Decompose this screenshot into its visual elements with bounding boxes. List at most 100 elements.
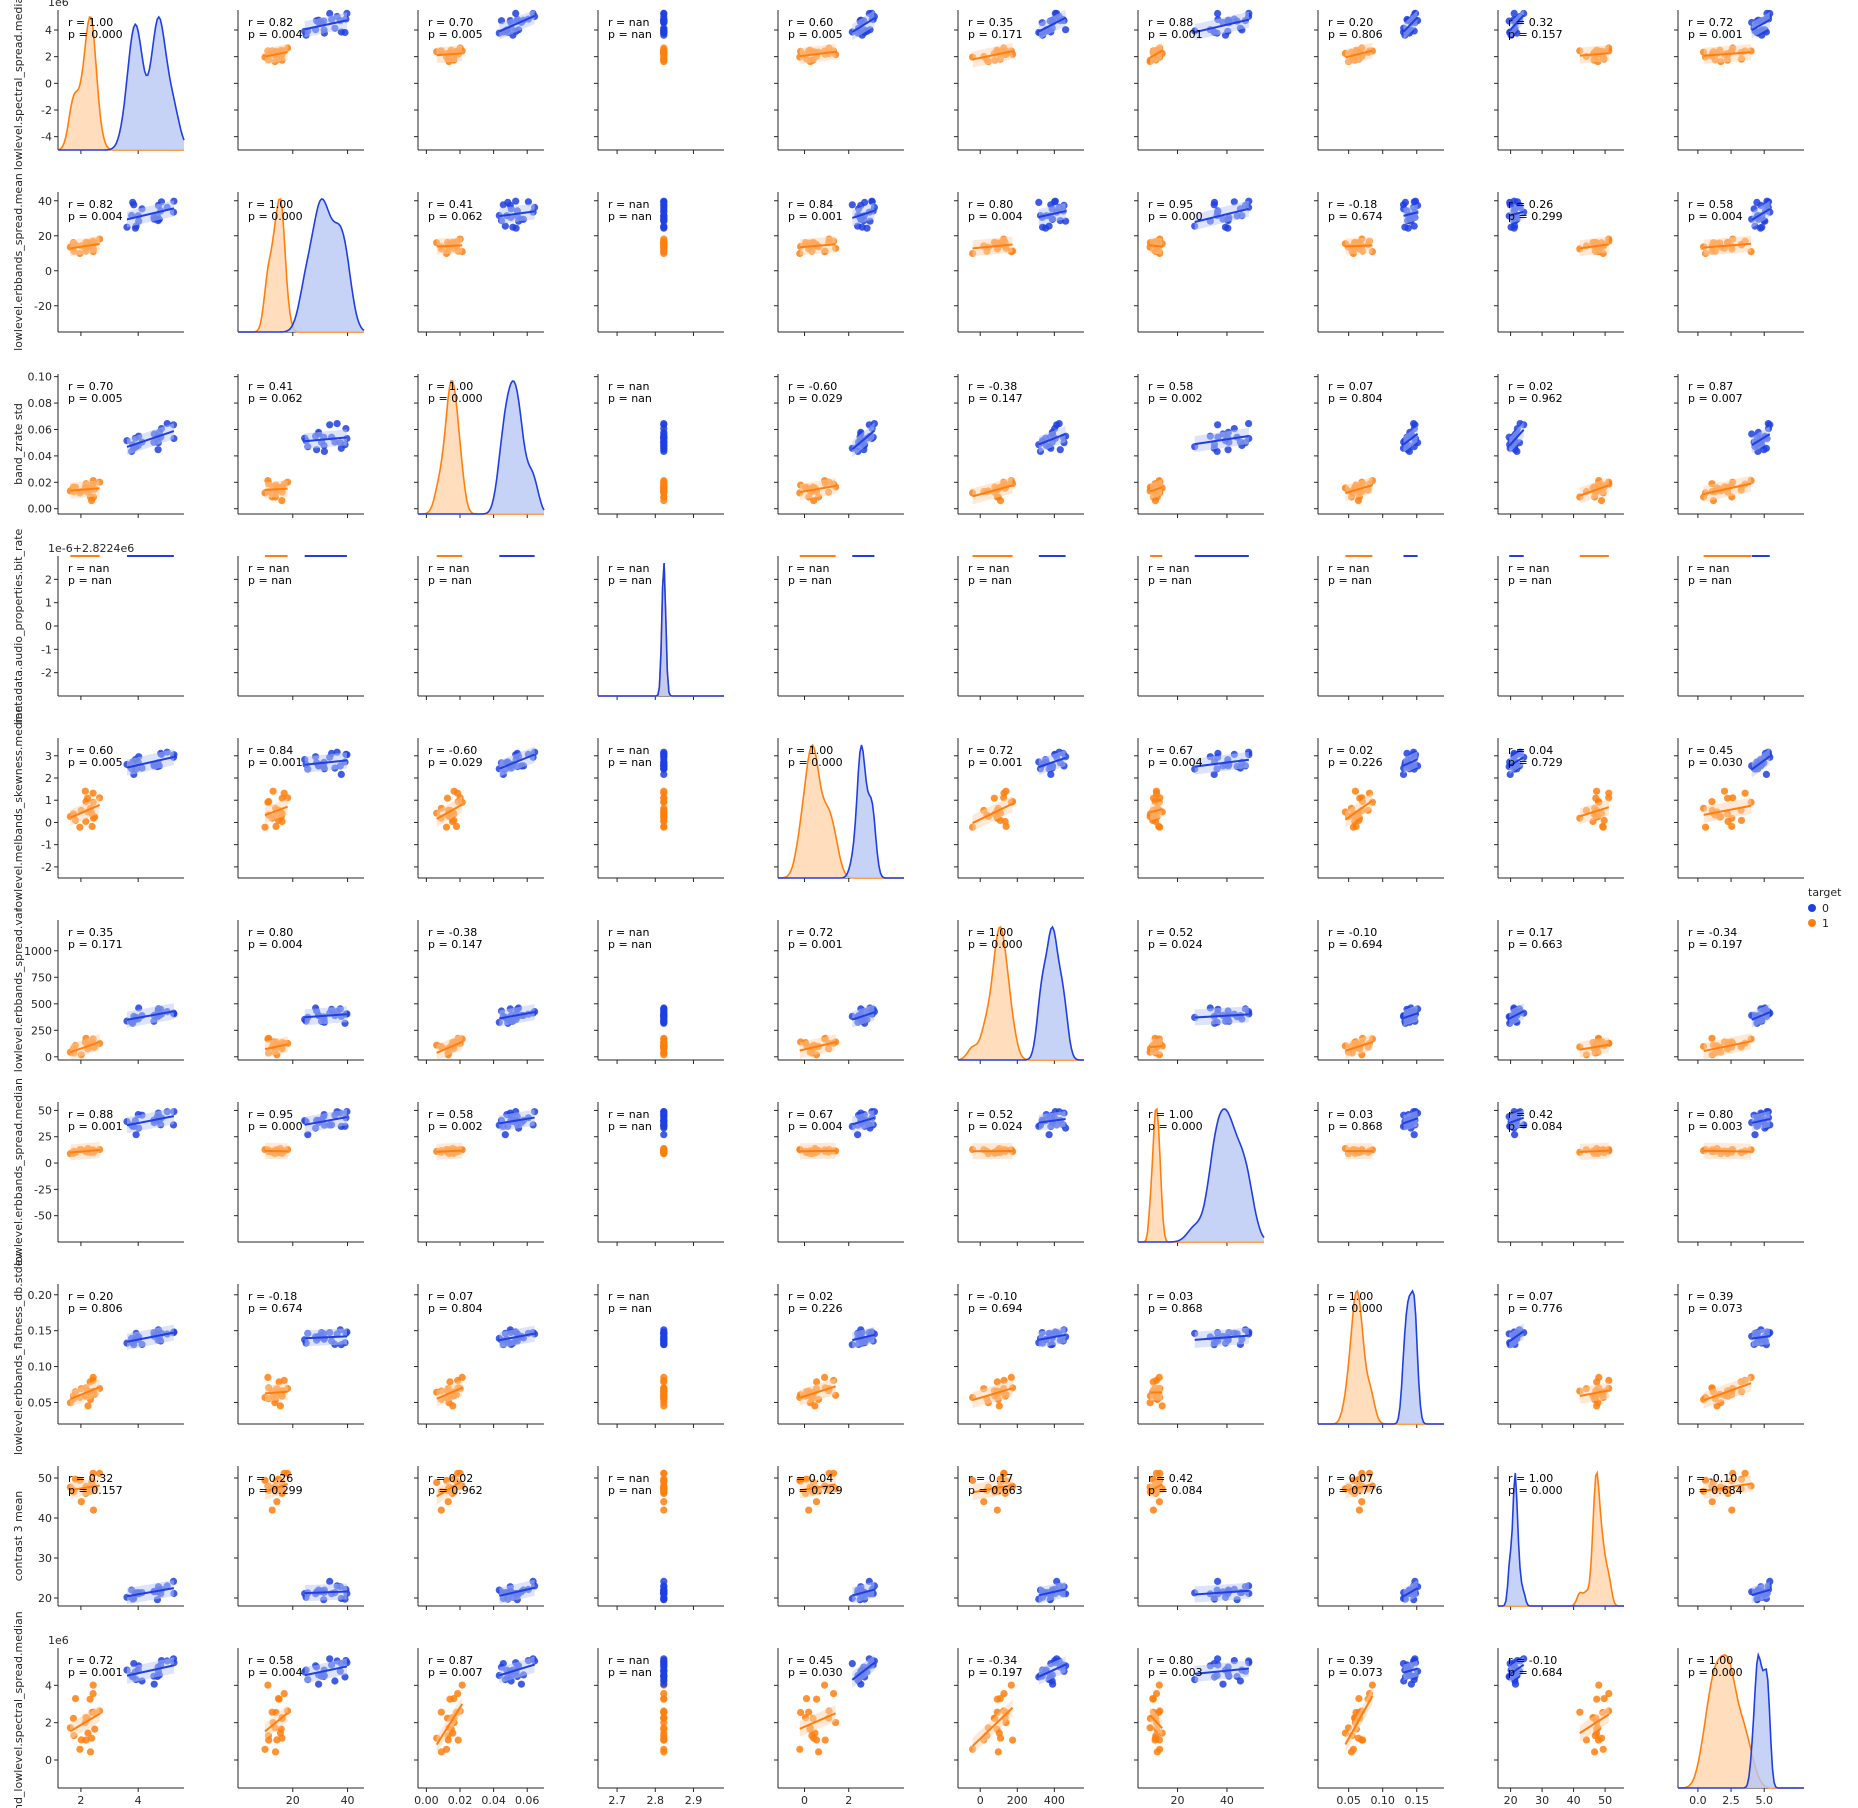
data-point-0: [660, 446, 668, 454]
data-point-0: [1210, 201, 1218, 209]
panel-2-7: r = 0.07p = 0.804: [1314, 374, 1444, 518]
annotation-p: p = 0.197: [1688, 938, 1743, 951]
annotation-r: r = nan: [608, 380, 649, 393]
data-point-1: [261, 1745, 269, 1753]
panel-4-8: r = 0.04p = 0.729: [1494, 738, 1624, 882]
data-point-1: [660, 1146, 668, 1154]
regression-line-1: [1345, 484, 1373, 494]
panel-5-5: r = 1.00p = 0.000: [954, 920, 1084, 1064]
data-point-1: [660, 487, 668, 496]
panel-5-8: r = 0.17p = 0.663: [1494, 920, 1624, 1064]
panel-8-5: r = 0.17p = 0.663: [954, 1466, 1084, 1610]
data-point-1: [77, 1736, 85, 1744]
data-point-1: [76, 1745, 84, 1753]
regression-line-0: [1038, 756, 1066, 768]
y-axis-label: lowlevel.spectral_spread.median: [12, 0, 25, 170]
data-point-1: [1155, 822, 1163, 831]
data-point-1: [1593, 787, 1601, 795]
annotation-r: r = 0.82: [68, 198, 113, 211]
x-tick-label: 40: [341, 1794, 355, 1807]
data-point-1: [830, 1690, 838, 1698]
x-tick-label: 2.5: [1722, 1794, 1740, 1807]
annotation-r: r = nan: [968, 562, 1009, 575]
data-point-0: [1753, 198, 1761, 206]
panel-7-4: r = 0.02p = 0.226: [774, 1284, 904, 1428]
annotation-p: p = 0.007: [428, 1666, 483, 1679]
y-tick-label: -1: [41, 839, 52, 852]
regression-line-1: [1703, 51, 1752, 57]
y-tick-label: 50: [38, 1472, 52, 1485]
data-point-1: [89, 1690, 97, 1698]
y-tick-label: -50: [34, 1210, 52, 1223]
regression-line-0: [1038, 16, 1067, 33]
data-point-1: [89, 1506, 98, 1514]
regression-line-1: [264, 805, 288, 817]
data-point-1: [1737, 816, 1746, 825]
data-point-0: [1214, 1577, 1222, 1585]
data-point-0: [660, 1663, 668, 1671]
data-point-0: [320, 447, 328, 455]
data-point-0: [1245, 420, 1253, 428]
annotation-r: r = nan: [248, 562, 289, 575]
data-point-1: [1151, 497, 1159, 505]
data-point-1: [813, 1695, 821, 1703]
data-point-1: [993, 1695, 1001, 1703]
data-point-1: [1600, 816, 1608, 825]
panel-8-6: r = 0.42p = 0.084: [1134, 1466, 1264, 1610]
panel-5-9: r = -0.34p = 0.197: [1674, 920, 1804, 1064]
annotation-p: p = nan: [608, 1302, 652, 1315]
y-tick-label: 30: [38, 1552, 52, 1565]
panel-6-5: r = 0.52p = 0.024: [954, 1102, 1084, 1246]
data-point-0: [1224, 224, 1232, 232]
data-point-1: [1576, 1708, 1584, 1716]
data-point-1: [660, 1402, 668, 1410]
data-point-1: [660, 822, 668, 831]
annotation-p: p = 0.001: [68, 1120, 123, 1133]
panel-0-5: r = 0.35p = 0.171: [954, 9, 1084, 154]
annotation-p: p = 0.007: [1688, 392, 1743, 405]
annotation-p: p = 0.663: [1508, 938, 1563, 951]
data-point-1: [660, 47, 668, 55]
y-tick-label: 25: [38, 1131, 52, 1144]
regression-line-0: [1751, 18, 1771, 32]
panel-9-6: 20 40r = 0.80p = 0.003: [1134, 1648, 1264, 1807]
x-tick-label: 400: [1044, 1794, 1065, 1807]
annotation-p: p = 0.003: [1688, 1120, 1743, 1133]
data-point-0: [863, 224, 871, 232]
legend-label: 1: [1822, 917, 1829, 930]
data-point-1: [1368, 1681, 1376, 1689]
data-point-1: [993, 1506, 1001, 1514]
data-point-0: [150, 1680, 158, 1688]
data-point-1: [796, 1745, 804, 1753]
data-point-1: [443, 794, 452, 802]
data-point-1: [437, 1708, 445, 1716]
data-point-1: [442, 823, 451, 831]
y-tick-label: -2: [41, 104, 52, 117]
panel-1-9: r = 0.58p = 0.004: [1674, 192, 1804, 336]
y-tick-label: -2: [41, 667, 52, 680]
data-point-1: [1595, 1681, 1603, 1689]
kde-line-0: [778, 744, 904, 879]
data-point-0: [854, 1131, 862, 1139]
panel-1-0: -20 0 20 40 r = 0.82p = 0.004: [34, 192, 184, 336]
panel-8-9: r = -0.10p = 0.684: [1674, 1466, 1804, 1610]
annotation-p: p = 0.000: [248, 210, 303, 223]
y-offset-label: 1e-6+2.8224e6: [48, 542, 134, 555]
data-point-0: [326, 1655, 334, 1663]
data-point-1: [660, 1714, 668, 1722]
data-point-1: [660, 1039, 668, 1047]
annotation-r: r = 0.70: [428, 16, 473, 29]
regression-line-0: [126, 430, 175, 448]
data-point-0: [1751, 1131, 1759, 1139]
panel-7-8: r = 0.07p = 0.776: [1494, 1284, 1624, 1428]
data-point-1: [458, 1681, 466, 1689]
data-point-0: [1404, 224, 1412, 232]
data-point-1: [1708, 798, 1716, 806]
annotation-p: p = 0.084: [1508, 1120, 1563, 1133]
regression-line-0: [1508, 14, 1525, 32]
y-axis-label: lowlevel.erbbands_spread.median: [12, 1078, 25, 1266]
y-tick-label: 3: [45, 750, 52, 763]
